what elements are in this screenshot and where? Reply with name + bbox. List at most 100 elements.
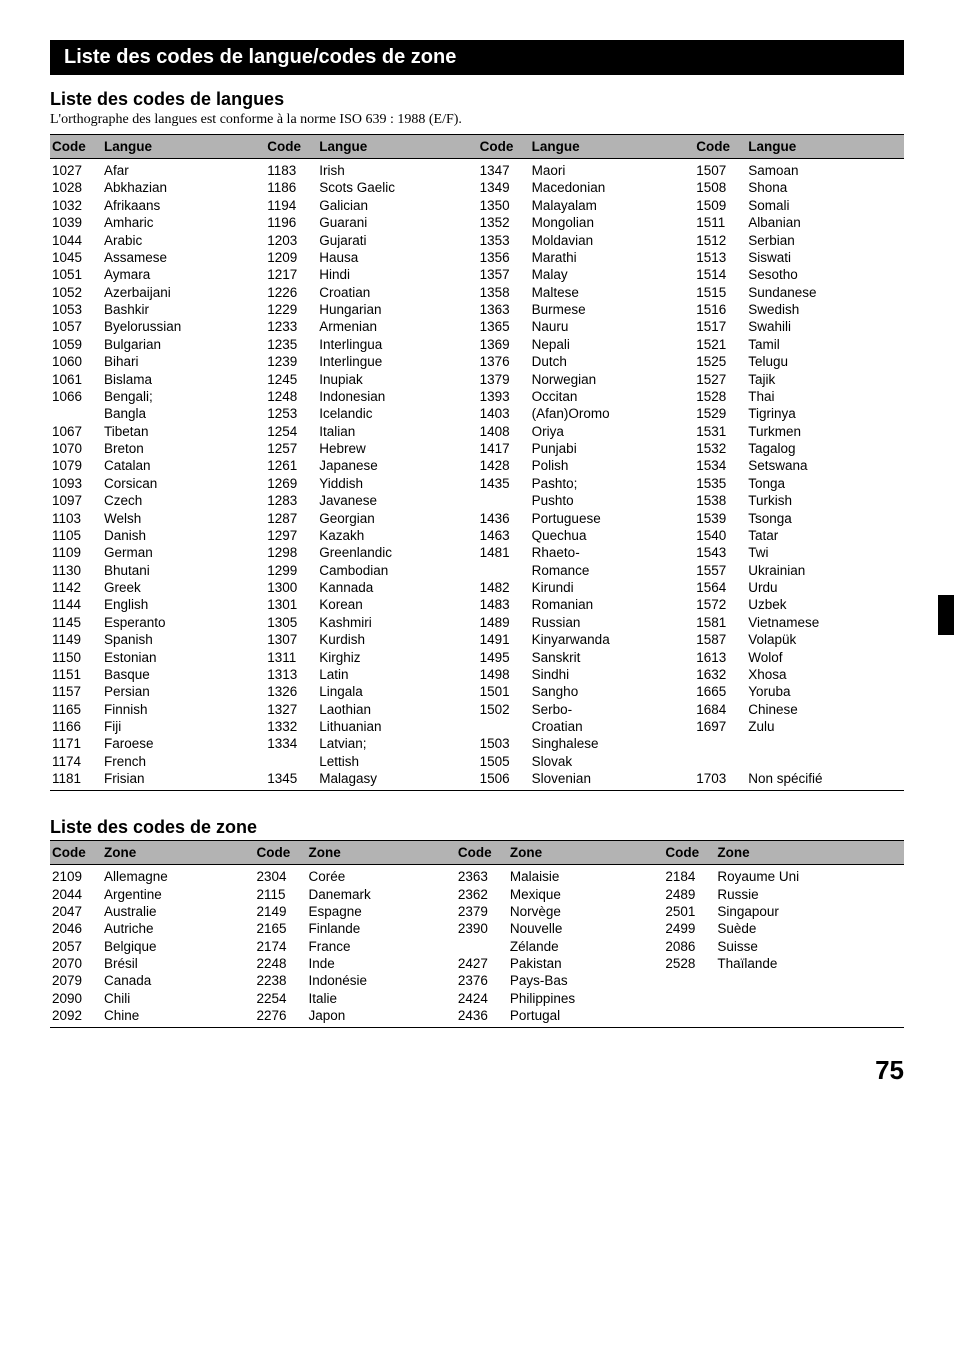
label-cell: Lettish	[317, 753, 477, 770]
col-label: Zone	[102, 841, 254, 865]
label-cell: Turkish	[746, 492, 904, 509]
label-cell: Interlingue	[317, 353, 477, 370]
code-cell: 1512	[694, 231, 746, 248]
label-cell: Indonésie	[306, 972, 455, 989]
code-cell: 1145	[50, 614, 102, 631]
code-cell: 1350	[478, 197, 530, 214]
code-cell: 1334	[265, 735, 317, 752]
code-cell: 1144	[50, 596, 102, 613]
code-cell: 1142	[50, 579, 102, 596]
label-cell: Maori	[530, 159, 695, 180]
label-cell: Zélande	[508, 937, 663, 954]
label-cell: Pays-Bas	[508, 972, 663, 989]
label-cell: Pakistan	[508, 955, 663, 972]
code-cell	[456, 937, 508, 954]
label-cell: Pashto;	[530, 475, 695, 492]
table-row: Bangla1253Icelandic1403(Afan)Oromo1529Ti…	[50, 405, 904, 422]
label-cell: Hausa	[317, 249, 477, 266]
code-cell: 1060	[50, 353, 102, 370]
code-cell	[663, 1007, 715, 1028]
code-cell: 1463	[478, 527, 530, 544]
code-cell: 1053	[50, 301, 102, 318]
label-cell: Tigrinya	[746, 405, 904, 422]
label-cell: Allemagne	[102, 865, 254, 886]
label-cell: Breton	[102, 440, 265, 457]
label-cell: Punjabi	[530, 440, 695, 457]
label-cell: Belgique	[102, 937, 254, 954]
label-cell: Persian	[102, 683, 265, 700]
code-cell: 2528	[663, 955, 715, 972]
label-cell: Bangla	[102, 405, 265, 422]
label-cell: Vietnamese	[746, 614, 904, 631]
label-cell: Byelorussian	[102, 318, 265, 335]
code-cell: 2165	[254, 920, 306, 937]
code-cell: 2424	[456, 990, 508, 1007]
label-cell: Portugal	[508, 1007, 663, 1028]
code-cell: 2184	[663, 865, 715, 886]
code-cell: 2046	[50, 920, 102, 937]
table-row: 1032Afrikaans1194Galician1350Malayalam15…	[50, 197, 904, 214]
code-cell: 1503	[478, 735, 530, 752]
code-cell: 1166	[50, 718, 102, 735]
table-row: 1079Catalan1261Japanese1428Polish1534Set…	[50, 457, 904, 474]
table-header-row: Code Zone Code Zone Code Zone Code Zone	[50, 841, 904, 865]
col-label: Zone	[715, 841, 904, 865]
label-cell: Inde	[306, 955, 455, 972]
label-cell: Hungarian	[317, 301, 477, 318]
label-cell: Turkmen	[746, 422, 904, 439]
code-cell: 2499	[663, 920, 715, 937]
code-cell: 1481	[478, 544, 530, 561]
code-cell: 1171	[50, 735, 102, 752]
col-code: Code	[663, 841, 715, 865]
code-cell: 1505	[478, 753, 530, 770]
label-cell: Hebrew	[317, 440, 477, 457]
table-row: 1151Basque1313Latin1498Sindhi1632Xhosa	[50, 666, 904, 683]
code-cell: 1059	[50, 336, 102, 353]
table-row: 1144English1301Korean1483Romanian1572Uzb…	[50, 596, 904, 613]
label-cell: Russian	[530, 614, 695, 631]
code-cell: 1498	[478, 666, 530, 683]
label-cell: Maltese	[530, 283, 695, 300]
label-cell: Czech	[102, 492, 265, 509]
code-cell: 2115	[254, 885, 306, 902]
code-cell: 2276	[254, 1007, 306, 1028]
table-row: 1130Bhutani1299CambodianRomance1557Ukrai…	[50, 561, 904, 578]
label-cell	[715, 972, 904, 989]
label-cell: Japanese	[317, 457, 477, 474]
label-cell: Bihari	[102, 353, 265, 370]
banner-title: Liste des codes de langue/codes de zone	[64, 46, 456, 68]
label-cell: Moldavian	[530, 231, 695, 248]
code-cell: 1557	[694, 561, 746, 578]
table-row: 1070Breton1257Hebrew1417Punjabi1532Tagal…	[50, 440, 904, 457]
col-label: Zone	[508, 841, 663, 865]
label-cell: Afrikaans	[102, 197, 265, 214]
code-cell: 1363	[478, 301, 530, 318]
label-cell: Non spécifié	[746, 770, 904, 791]
table-row: 1097Czech1283JavanesePushto1538Turkish	[50, 492, 904, 509]
label-cell: Quechua	[530, 527, 695, 544]
label-cell: Yoruba	[746, 683, 904, 700]
label-cell: Catalan	[102, 457, 265, 474]
label-cell: Galician	[317, 197, 477, 214]
code-cell: 1301	[265, 596, 317, 613]
label-cell: German	[102, 544, 265, 561]
table-row: 1039Amharic1196Guarani1352Mongolian1511A…	[50, 214, 904, 231]
table-row: 1060Bihari1239Interlingue1376Dutch1525Te…	[50, 353, 904, 370]
label-cell: Basque	[102, 666, 265, 683]
code-cell: 1514	[694, 266, 746, 283]
code-cell: 1613	[694, 648, 746, 665]
code-cell: 1326	[265, 683, 317, 700]
code-cell: 1109	[50, 544, 102, 561]
label-cell: Albanian	[746, 214, 904, 231]
label-cell: Slovenian	[530, 770, 695, 791]
table-row: 1165Finnish1327Laothian1502Serbo-1684Chi…	[50, 700, 904, 717]
label-cell: Azerbaijani	[102, 283, 265, 300]
table-row: 2092Chine2276Japon2436Portugal	[50, 1007, 904, 1028]
label-cell: Finnish	[102, 700, 265, 717]
code-cell: 1532	[694, 440, 746, 457]
col-label: Langue	[746, 135, 904, 159]
code-cell: 1564	[694, 579, 746, 596]
code-cell: 1130	[50, 561, 102, 578]
code-cell: 1365	[478, 318, 530, 335]
section1-subtitle: L'orthographe des langues est conforme à…	[50, 112, 904, 128]
